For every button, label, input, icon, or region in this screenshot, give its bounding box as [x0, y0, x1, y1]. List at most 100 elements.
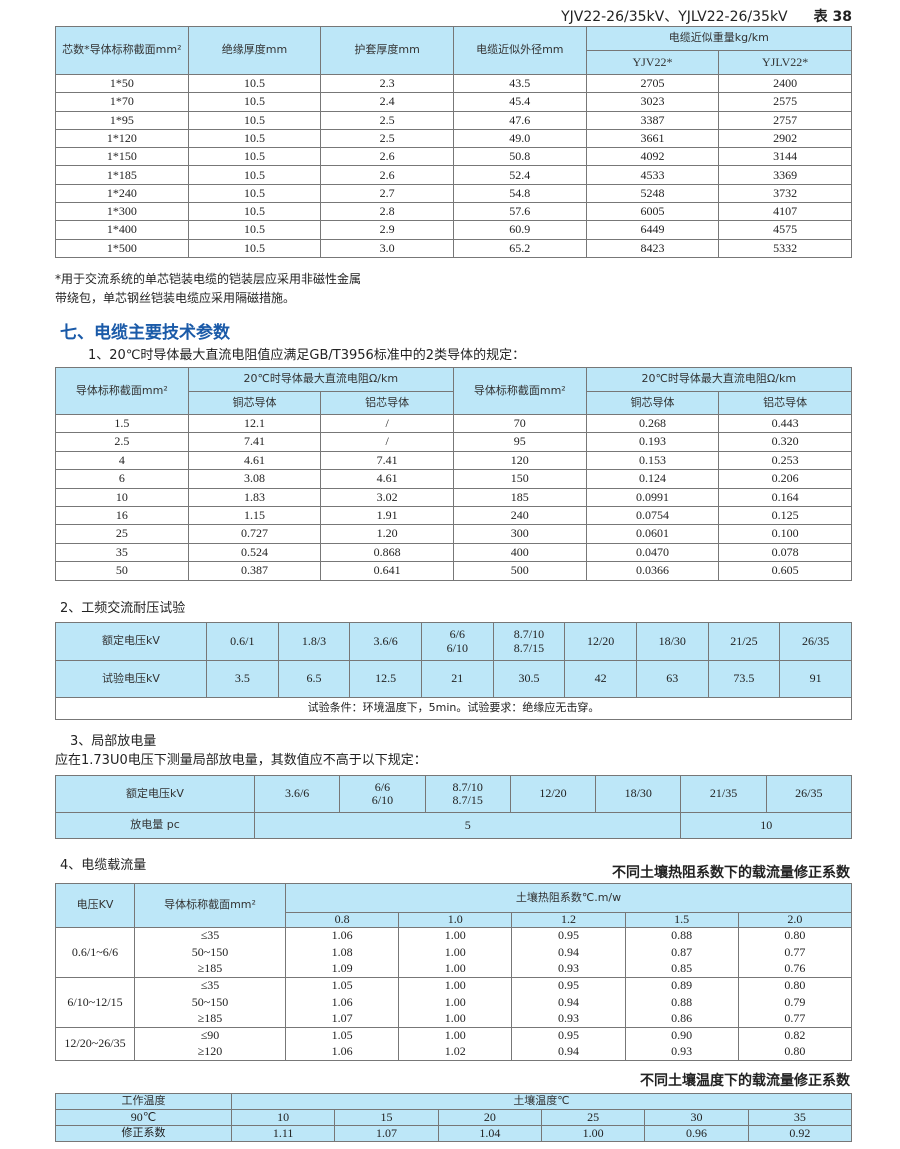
table-cell: 0.93 — [511, 960, 626, 978]
table-cell: 0.6/1 — [206, 622, 279, 661]
table-cell: 10.5 — [187, 92, 322, 112]
table-cell: 2400 — [718, 73, 852, 94]
table-cell: 3.6/6 — [349, 622, 422, 661]
table-cell: 5 — [253, 812, 682, 839]
table-cell: 30.5 — [492, 660, 566, 698]
table-cell: 4.61 — [187, 450, 322, 471]
table-row: 额定电压kV 0.6/1 1.8/3 3.6/6 6/6 6/10 8.7/10 8.7/… — [55, 622, 852, 661]
table-cell: 1.00 — [398, 927, 513, 945]
table-cell: 10 — [55, 487, 189, 507]
table-cell: 1.8/3 — [277, 622, 351, 661]
table-cell: 1*240 — [55, 183, 189, 204]
table-cell: 0.605 — [718, 561, 852, 581]
table-cell: 3661 — [585, 128, 720, 149]
voltage-group: 12/20~26/35 — [55, 1026, 135, 1061]
table-cell: 7.41 — [320, 450, 454, 471]
column-header: 导体标称截面mm² — [452, 367, 587, 415]
table-cell: 6/6 6/10 — [420, 622, 494, 661]
table-cell: 3.6/6 — [253, 775, 341, 813]
table-cell: 70 — [452, 413, 587, 434]
table-cell: 0.96 — [644, 1125, 749, 1142]
table-row: 0.6/1~6/6 ≤35 1.06 1.00 0.95 0.88 0.80 — [55, 927, 853, 978]
table-cell: 0.0991 — [585, 487, 720, 507]
table-cell: 7.41 — [187, 432, 322, 452]
table-row: 试验条件：环境温度下，5min。试验要求：绝缘应无击穿。 — [55, 697, 852, 720]
table6-title: 不同土壤温度下的载流量修正系数 — [640, 1073, 850, 1089]
table-cell: 1*120 — [55, 128, 189, 149]
note-1: *用于交流系统的单芯铠装电缆的铠装层应采用非磁性金属 — [55, 272, 362, 286]
table-cell: 10.5 — [187, 147, 322, 167]
table-cell: 1.00 — [398, 960, 513, 978]
table-cell: 0.253 — [718, 450, 852, 471]
table-cell: 0.94 — [511, 944, 626, 961]
table-cell: 12/20 — [564, 622, 637, 661]
table-cell: 0.95 — [511, 927, 626, 945]
table-cell: 0.80 — [737, 976, 853, 994]
table-cell: ≤35 — [134, 976, 286, 994]
table-cell: 35 — [747, 1109, 853, 1126]
table-row: ≥185 1.09 1.00 0.93 0.85 0.76 — [56, 960, 853, 978]
column-header: 1.5 — [624, 912, 739, 928]
table-row: 1*70 10.5 2.4 45.4 3023 2575 — [55, 92, 852, 112]
column-header: 电缆近似外径mm — [452, 26, 587, 75]
table-cell: 1.00 — [398, 1010, 513, 1028]
table-cell: 6005 — [585, 202, 720, 222]
table-cell: 0.100 — [718, 524, 852, 544]
table-cell: 0.0754 — [585, 505, 720, 526]
test-conditions: 试验条件：环境温度下，5min。试验要求：绝缘应无击穿。 — [55, 697, 852, 720]
table-cell: 26/35 — [765, 775, 853, 813]
column-header: 土壤热阻系数℃.m/w — [285, 883, 852, 913]
table-cell: 45.4 — [452, 92, 587, 112]
table-cell: 30 — [644, 1109, 749, 1126]
table-cell: 1.08 — [284, 944, 400, 961]
table-cell: ≥120 — [134, 1043, 286, 1061]
resistance-table: 导体标称截面mm² 20℃时导体最大直流电阻Ω/km 导体标称截面mm² 20℃时导体… — [55, 367, 853, 581]
table-cell: 500 — [452, 561, 587, 581]
table-cell: 2.3 — [320, 73, 454, 94]
column-header: YJLV22* — [718, 50, 852, 75]
subheading-3: 3、局部放电量 — [70, 734, 157, 749]
table-cell: 47.6 — [452, 110, 587, 130]
table-cell: 400 — [452, 542, 587, 563]
table5-title: 不同土壤热阻系数下的载流量修正系数 — [612, 865, 850, 881]
table-cell: 1.91 — [320, 505, 454, 526]
table-cell: 6449 — [585, 220, 720, 240]
table-cell: 1.00 — [398, 944, 513, 961]
column-header: 1.2 — [511, 912, 626, 928]
table-row: 10 1.83 3.02 185 0.0991 0.164 — [55, 487, 852, 507]
table-cell: 10 — [230, 1109, 336, 1126]
table-cell: 1*185 — [55, 165, 189, 185]
table-cell: 0.727 — [187, 524, 322, 544]
table-cell: 240 — [452, 505, 587, 526]
table-cell: 4.61 — [320, 469, 454, 489]
table-cell: 10.5 — [187, 73, 322, 94]
table-row: 50 0.387 0.641 500 0.0366 0.605 — [55, 561, 852, 581]
table-row: 1*50 10.5 2.3 43.5 2705 2400 — [55, 73, 852, 94]
table-cell: 0.87 — [624, 944, 739, 961]
table-cell: 10 — [680, 812, 852, 839]
table-cell: 试验电压kV — [55, 660, 207, 698]
table-cell: 1.00 — [540, 1125, 646, 1142]
table-row: 2.5 7.41/95 0.193 0.320 — [55, 432, 852, 452]
table-cell: 5248 — [585, 183, 720, 204]
table-row: ≥185 1.07 1.00 0.93 0.86 0.77 — [56, 1010, 853, 1028]
table-cell: 73.5 — [707, 660, 781, 698]
voltage-group: 0.6/1~6/6 — [55, 927, 135, 978]
table-cell: 3.02 — [320, 487, 454, 507]
table-row: 50~150 1.08 1.00 0.94 0.87 0.77 — [56, 944, 853, 961]
table-row: 电压KV 导体标称截面mm² 土壤热阻系数℃.m/w — [55, 883, 852, 928]
table-cell: 12.5 — [349, 660, 422, 698]
column-header: 铜芯导体 — [187, 391, 322, 415]
table-cell: 25 — [540, 1109, 646, 1126]
table-cell: 60.9 — [452, 220, 587, 240]
table-cell: 1.06 — [284, 1043, 400, 1061]
table-cell: 18/30 — [595, 775, 682, 813]
table-cell: 1.20 — [320, 524, 454, 544]
table-cell: 10.5 — [187, 220, 322, 240]
table-cell: 65.2 — [452, 238, 587, 258]
table-cell: 2.7 — [320, 183, 454, 204]
table-cell: 1.00 — [398, 993, 513, 1011]
table-cell: 0.94 — [511, 1043, 626, 1061]
table-row: 0.8 1.0 1.2 1.5 2.0 — [56, 912, 853, 928]
table-cell: 1.11 — [230, 1125, 336, 1142]
